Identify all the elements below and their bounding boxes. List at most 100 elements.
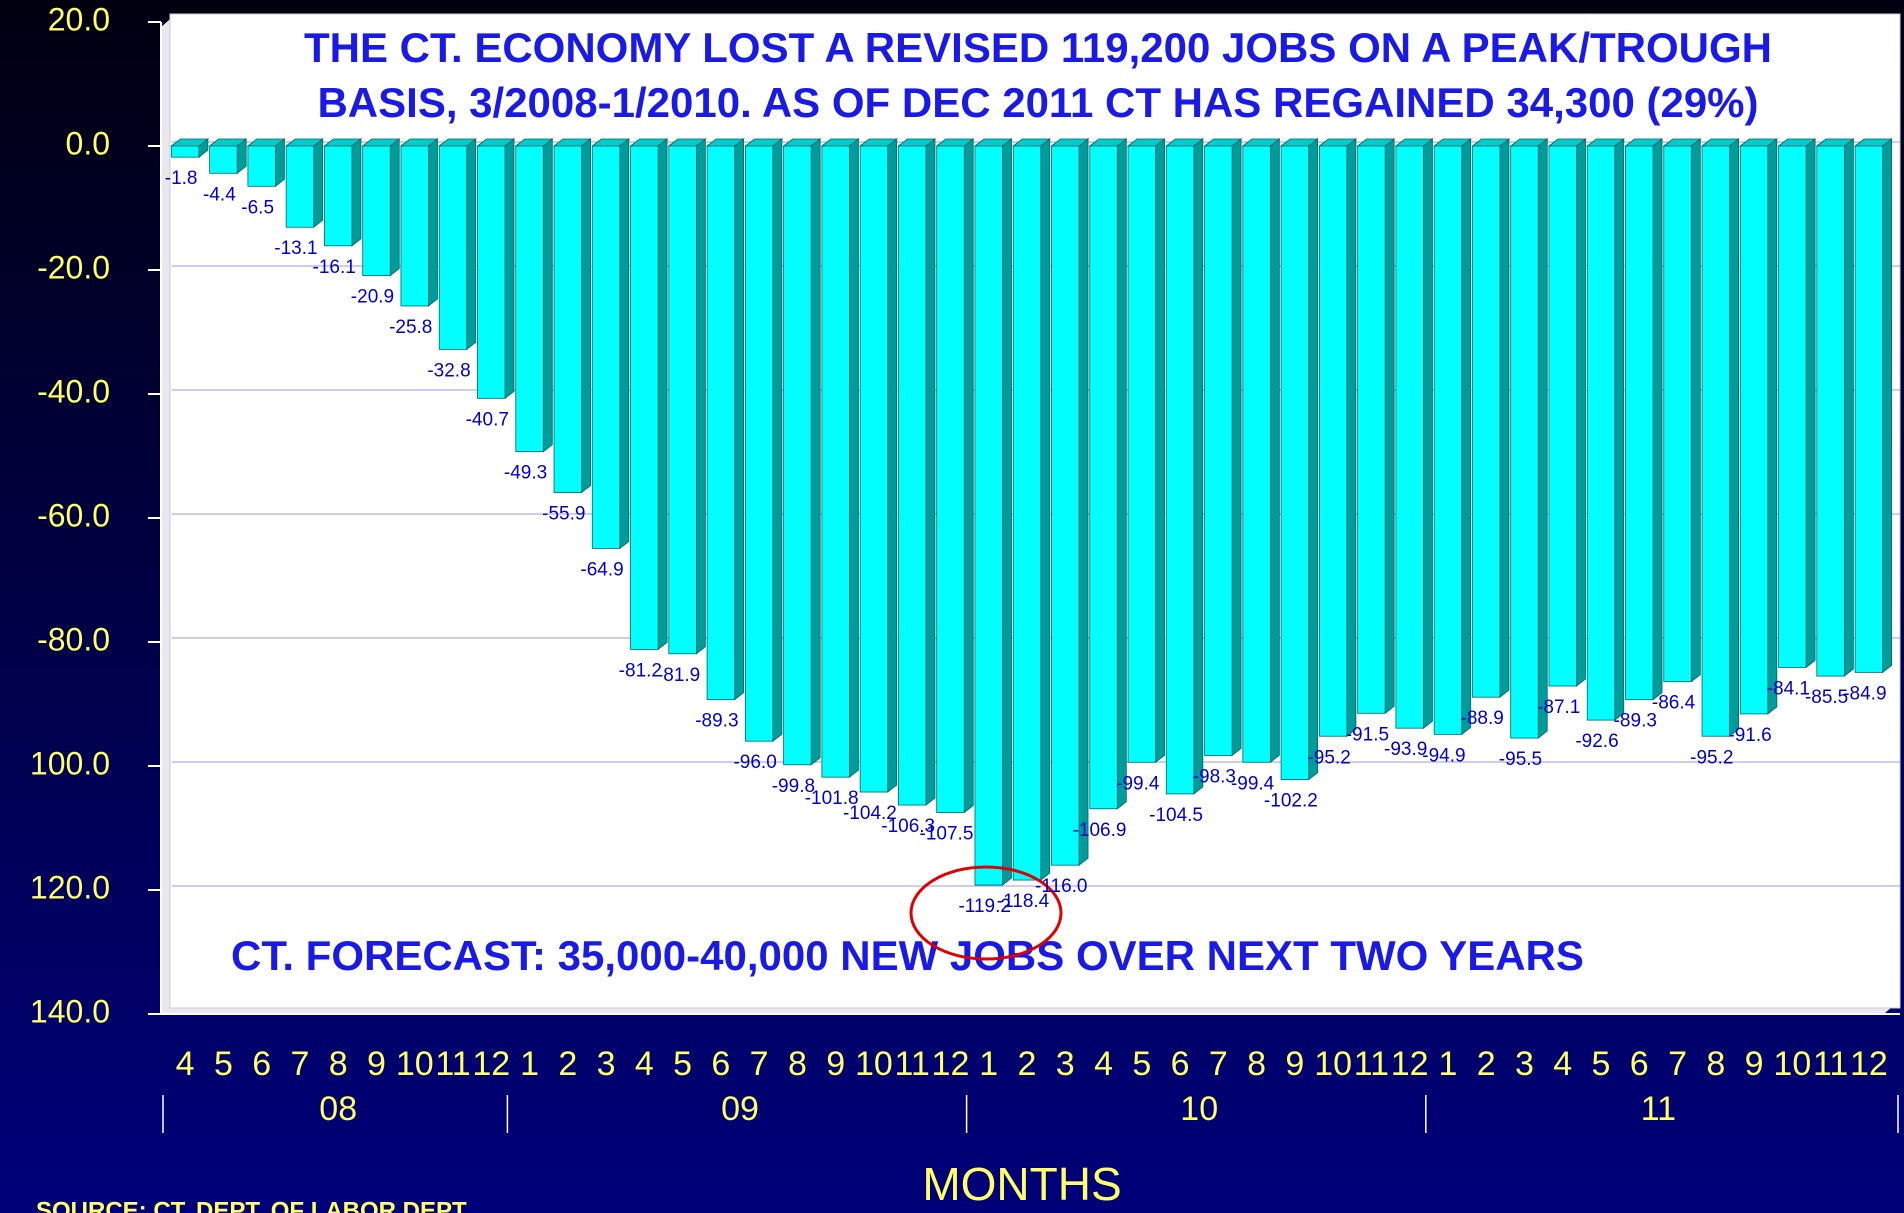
- bar-side: [1384, 138, 1395, 715]
- bar-side: [657, 138, 668, 651]
- bar: [362, 145, 391, 276]
- bar-side: [1231, 138, 1242, 757]
- data-label: -95.5: [1499, 749, 1542, 770]
- data-label: -116.0: [1035, 876, 1087, 897]
- bar: [1051, 145, 1080, 866]
- y-tick-label: 100.0: [30, 745, 110, 781]
- data-label: -91.5: [1346, 724, 1389, 745]
- year-label: 08: [319, 1090, 357, 1128]
- y-tick-label: -80.0: [37, 621, 110, 657]
- bar: [898, 145, 927, 806]
- x-tick-label: 12: [1850, 1045, 1888, 1083]
- x-tick-label: 8: [1706, 1045, 1725, 1083]
- data-label: -16.1: [313, 257, 356, 278]
- bar-side: [1078, 138, 1089, 867]
- data-label: -85.5: [1805, 687, 1848, 708]
- x-tick-label: 10: [1314, 1045, 1352, 1083]
- bar-side: [504, 138, 515, 400]
- bar: [247, 145, 276, 187]
- data-label: -96.0: [733, 752, 776, 773]
- data-label: -81.2: [619, 660, 662, 681]
- y-tick-label: 140.0: [30, 993, 110, 1029]
- bar-side: [1002, 138, 1012, 886]
- bar: [1204, 145, 1233, 756]
- x-tick-label: 3: [597, 1045, 616, 1083]
- x-tick-label: 9: [826, 1045, 845, 1083]
- data-label: -98.3: [1193, 766, 1236, 787]
- data-label: -99.4: [1231, 773, 1275, 794]
- x-tick-label: 2: [1018, 1045, 1037, 1083]
- bar-side: [466, 138, 477, 351]
- x-tick-label: 1: [1438, 1045, 1457, 1083]
- bar-side: [313, 138, 324, 229]
- bar: [515, 145, 544, 453]
- bar-side: [1537, 138, 1548, 739]
- x-tick-label: 12: [472, 1045, 510, 1083]
- bar: [1854, 145, 1884, 673]
- x-tick-label: 9: [367, 1045, 386, 1083]
- chart-title-line: BASIS, 3/2008-1/2010. AS OF DEC 2011 CT …: [317, 79, 1758, 126]
- bar-side: [351, 138, 362, 247]
- bar-side: [389, 138, 400, 277]
- bar: [706, 145, 736, 701]
- data-label: -88.9: [1461, 708, 1504, 729]
- bar: [1357, 145, 1386, 714]
- chart-title-line: THE CT. ECONOMY LOST A REVISED 119,200 J…: [304, 24, 1772, 71]
- x-tick-label: 12: [1391, 1045, 1429, 1083]
- x-tick-label: 2: [558, 1045, 577, 1083]
- bar: [1318, 145, 1348, 737]
- bar: [1663, 145, 1692, 683]
- x-tick-label: 12: [932, 1045, 970, 1083]
- x-tick-label: 10: [855, 1045, 893, 1083]
- x-tick-label: 5: [673, 1045, 692, 1083]
- bar-side: [1882, 138, 1893, 674]
- bar-side: [1843, 138, 1854, 677]
- bar: [1472, 145, 1501, 698]
- x-tick-label: 8: [329, 1045, 348, 1083]
- bar-side: [1346, 138, 1357, 738]
- x-tick-label: 5: [1132, 1045, 1151, 1083]
- data-label: -84.9: [1843, 683, 1886, 704]
- bar: [1548, 145, 1577, 687]
- bar-side: [887, 138, 898, 793]
- x-tick-label: 4: [1094, 1045, 1113, 1083]
- bar: [170, 145, 200, 158]
- x-tick-label: 7: [750, 1045, 769, 1083]
- y-tick-label: 0.0: [66, 125, 110, 161]
- data-label: -86.4: [1652, 693, 1696, 714]
- data-label: -94.9: [1422, 745, 1465, 766]
- bar: [477, 145, 506, 399]
- data-label: -92.6: [1575, 731, 1618, 752]
- x-tick-label: 6: [1171, 1045, 1190, 1083]
- bar-side: [581, 138, 591, 494]
- data-label: -101.8: [805, 788, 859, 809]
- bar: [1165, 145, 1195, 795]
- bar-side: [1423, 138, 1433, 729]
- bar-side: [1767, 138, 1778, 715]
- data-label: -99.8: [772, 776, 815, 797]
- x-tick-label: 5: [214, 1045, 233, 1083]
- y-tick-label: 20.0: [48, 1, 110, 37]
- bar-side: [734, 138, 745, 701]
- data-label: -118.4: [997, 891, 1050, 912]
- bar: [1127, 145, 1156, 763]
- bar: [1816, 145, 1845, 677]
- data-label: -1.8: [165, 168, 198, 189]
- x-tick-label: 3: [1056, 1045, 1075, 1083]
- bar-side: [275, 138, 285, 188]
- data-label: -104.5: [1149, 805, 1203, 826]
- data-label: -106.9: [1073, 820, 1127, 841]
- bar: [1280, 145, 1310, 781]
- data-label: -104.2: [843, 803, 897, 824]
- bar-side: [963, 138, 974, 814]
- data-label: -107.5: [920, 824, 974, 845]
- x-tick-label: 10: [1773, 1045, 1811, 1083]
- x-tick-label: 1: [979, 1045, 998, 1083]
- data-label: -6.5: [241, 197, 274, 218]
- bar-side: [772, 138, 783, 743]
- bar-side: [428, 138, 438, 307]
- bar-side: [925, 138, 936, 806]
- x-tick-label: 3: [1515, 1045, 1534, 1083]
- bar-side: [542, 138, 553, 453]
